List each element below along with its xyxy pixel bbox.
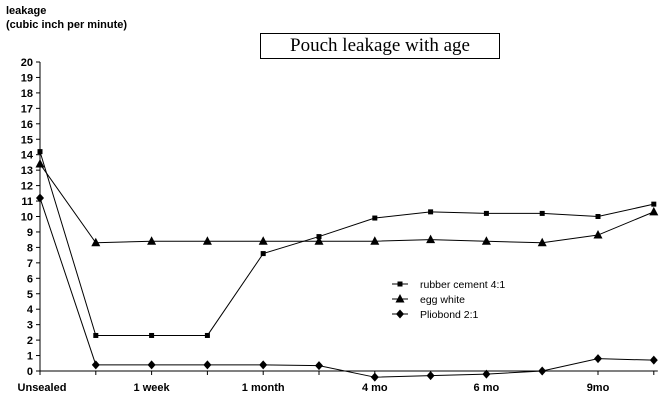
y-tick-label: 0 [27, 366, 33, 378]
data-point-diamond [594, 354, 602, 364]
y-tick-label: 13 [21, 165, 33, 177]
y-tick-label: 20 [21, 57, 33, 69]
legend-label: egg white [420, 294, 465, 306]
data-point-triangle [258, 236, 268, 245]
chart-title: Pouch leakage with age [260, 33, 500, 59]
data-point-square [539, 210, 545, 216]
data-point-square [37, 149, 43, 155]
data-point-triangle [91, 237, 101, 247]
data-point-diamond [315, 361, 323, 371]
x-tick-label: 4 mo [362, 382, 388, 394]
y-tick-label: 15 [21, 134, 33, 146]
data-point-triangle [370, 236, 380, 245]
data-point-triangle [649, 206, 659, 216]
data-point-diamond [649, 355, 658, 365]
legend-label: rubber cement 4:1 [420, 279, 505, 291]
data-point-triangle [426, 234, 436, 244]
x-tick-label: 9mo [587, 382, 610, 394]
data-point-triangle [481, 236, 491, 245]
y-tick-label: 19 [21, 72, 33, 84]
y-tick-label: 1 [27, 351, 33, 363]
data-point-diamond [91, 360, 100, 370]
data-point-square [483, 210, 489, 216]
x-tick-label: 1 month [242, 382, 285, 394]
series-line-square [39, 151, 654, 336]
data-point-diamond [370, 372, 379, 382]
y-tick-label: 17 [21, 103, 33, 115]
y-tick-label: 11 [21, 196, 33, 208]
data-point-square [428, 209, 434, 215]
x-tick-label: 6 mo [474, 382, 500, 394]
y-tick-label: 10 [21, 212, 33, 224]
y-tick-label: 4 [27, 304, 34, 316]
data-point-square [595, 214, 601, 219]
x-tick-label: 1 week [134, 382, 171, 394]
y-tick-label: 18 [21, 88, 33, 100]
y-axis-label-line-2: (cubic inch per minute) [6, 19, 128, 31]
series-line-triangle [39, 163, 654, 244]
legend-marker-triangle [395, 294, 405, 303]
data-point-square [149, 332, 155, 338]
y-tick-label: 9 [27, 227, 33, 239]
data-point-square [93, 332, 99, 338]
y-tick-label: 8 [27, 242, 33, 254]
data-point-triangle [537, 237, 547, 247]
y-tick-label: 5 [27, 289, 33, 301]
y-axis-label: leakage (cubic inch per minute) [6, 4, 127, 32]
data-point-square [260, 251, 266, 257]
x-tick-label: Unsealed [18, 382, 67, 394]
y-tick-label: 14 [21, 150, 34, 162]
y-tick-label: 7 [27, 258, 33, 270]
data-point-square [651, 201, 657, 207]
data-point-diamond [259, 360, 268, 370]
data-point-diamond [482, 369, 491, 379]
data-point-diamond [538, 366, 547, 376]
data-point-square [372, 215, 378, 221]
data-point-triangle [593, 230, 603, 239]
data-point-triangle [202, 236, 212, 245]
y-axis-label-line-1: leakage [6, 5, 47, 17]
data-point-triangle [147, 236, 157, 245]
y-tick-label: 12 [21, 181, 33, 193]
legend-marker-square [397, 281, 403, 287]
y-tick-label: 6 [27, 273, 33, 285]
data-point-diamond [426, 371, 435, 381]
y-tick-label: 3 [27, 320, 33, 332]
y-tick-label: 16 [21, 119, 33, 131]
legend-marker-diamond [396, 309, 404, 319]
data-point-triangle [35, 158, 45, 168]
legend-label: Pliobond 2:1 [420, 309, 479, 321]
data-point-diamond [203, 360, 212, 370]
data-point-diamond [36, 193, 44, 203]
y-tick-label: 2 [27, 335, 33, 347]
data-point-square [204, 332, 210, 338]
data-point-diamond [147, 360, 156, 370]
data-point-triangle [314, 236, 324, 245]
series-line-diamond [39, 197, 654, 378]
